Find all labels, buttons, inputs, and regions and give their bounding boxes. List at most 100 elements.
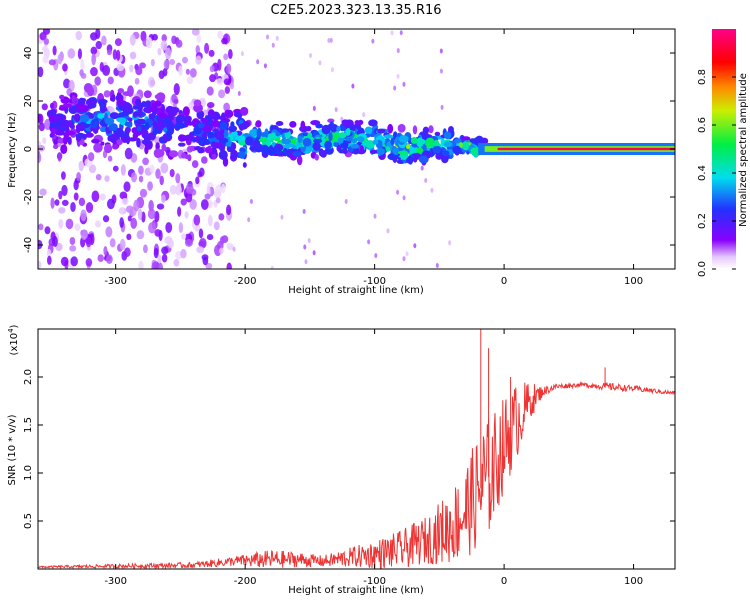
spectral-blob — [90, 119, 99, 129]
spectral-blob — [132, 111, 138, 118]
spectral-blob — [207, 214, 213, 227]
spectral-blob — [107, 155, 113, 162]
spectral-blob — [263, 63, 267, 69]
spectral-blob — [122, 91, 132, 96]
spectral-blob — [80, 229, 88, 240]
spectral-blob — [443, 131, 452, 140]
spectral-blob — [219, 121, 228, 131]
spectral-blob — [440, 104, 444, 110]
spectral-blob — [206, 86, 214, 96]
spectral-blob — [193, 146, 202, 151]
spectral-blob — [104, 175, 110, 183]
spectral-blob — [364, 126, 373, 135]
spectral-blob — [405, 251, 409, 257]
spectral-blob — [220, 183, 226, 194]
spectral-blob — [300, 120, 306, 130]
spectral-blob — [191, 160, 199, 169]
spectral-blob — [73, 192, 79, 201]
spectral-blob — [78, 103, 86, 112]
spectrogram-heatmap — [38, 29, 675, 269]
spectral-blob — [229, 82, 235, 90]
spectral-blob — [78, 160, 85, 172]
spectral-blob — [169, 168, 175, 178]
y-tick-label: 1.0 — [23, 465, 34, 481]
spectral-blob — [100, 141, 105, 146]
spectral-blob — [173, 259, 180, 267]
spectral-blob — [280, 214, 284, 220]
spectral-blob — [247, 217, 251, 223]
spectral-blob — [61, 199, 69, 207]
spectral-blob — [195, 45, 200, 55]
colorbar-tick-label: 0.0 — [697, 261, 708, 277]
spectral-blob — [406, 156, 414, 164]
spectral-blob — [221, 37, 228, 45]
spectral-blob — [255, 120, 262, 128]
spectral-blob — [200, 118, 210, 124]
spectral-blob — [175, 39, 183, 48]
spectral-blob — [134, 77, 140, 85]
spectral-blob — [351, 83, 355, 89]
spectral-blob — [117, 95, 124, 105]
spectral-blob — [70, 256, 78, 267]
snr-x-label: Height of straight line (km) — [288, 585, 424, 596]
spectral-blob — [137, 208, 143, 221]
spectral-blob — [296, 142, 303, 148]
spectral-blob — [350, 143, 360, 149]
spectral-blob — [125, 205, 134, 214]
spectral-blob — [219, 236, 225, 245]
spectral-blob — [320, 149, 327, 158]
spectral-blob — [223, 78, 232, 86]
spectral-blob — [124, 147, 133, 160]
spectral-blob — [399, 30, 403, 36]
spectral-blob — [189, 68, 197, 78]
spectral-blob — [158, 262, 163, 269]
spectral-blob — [302, 137, 312, 147]
snr-panel: -300 -200 -100 0 100 0.5 1.0 1.5 2.0 Height of … — [7, 324, 676, 596]
spectral-blob — [227, 49, 233, 60]
spectral-blob — [390, 30, 394, 36]
spectral-blob — [148, 222, 157, 234]
spectral-blob — [147, 181, 153, 191]
spectral-blob — [307, 132, 313, 138]
spectral-blob — [120, 164, 126, 176]
spectral-blob — [351, 124, 356, 132]
spectral-blob — [62, 63, 68, 72]
spectral-blob — [38, 223, 44, 231]
spectral-blob — [152, 129, 158, 136]
spectral-blob — [428, 125, 434, 134]
spectral-blob — [140, 30, 147, 42]
spectral-blob — [50, 197, 55, 209]
spectral-blob — [181, 152, 187, 159]
spectral-blob — [46, 248, 52, 258]
spectral-blob — [136, 230, 145, 240]
spectral-blob — [144, 133, 151, 143]
x-tick-label: -100 — [363, 576, 386, 587]
spectral-blob — [193, 214, 201, 226]
spectral-blob — [344, 199, 348, 205]
spectral-blob — [424, 177, 428, 183]
spectral-blob — [185, 68, 190, 75]
spectral-blob — [215, 131, 225, 141]
spectral-blob — [416, 147, 424, 154]
spectral-blob — [182, 106, 190, 117]
spectral-blob — [184, 134, 194, 141]
spectral-blob — [341, 119, 350, 126]
spectral-blob — [185, 183, 194, 195]
spectral-blob — [334, 107, 338, 113]
spectral-blob — [63, 135, 68, 145]
spectral-blob — [357, 119, 364, 125]
spectrogram-x-label: Height of straight line (km) — [288, 285, 424, 296]
spectral-blob — [156, 203, 165, 210]
spectral-blob — [226, 204, 232, 216]
spectrogram-y-ticks: -40 -20 0 20 40 — [23, 47, 675, 253]
colorbar-tick-label: 0.2 — [697, 213, 708, 229]
spectral-blob — [60, 144, 68, 155]
spectral-blob — [425, 137, 435, 148]
spectral-blob — [92, 126, 99, 134]
spectral-blob — [38, 152, 42, 164]
spectral-blob — [230, 121, 235, 128]
spectral-blob — [139, 188, 148, 198]
spectral-blob — [69, 236, 76, 246]
spectral-blob — [232, 246, 236, 252]
spectral-blob — [143, 244, 148, 254]
